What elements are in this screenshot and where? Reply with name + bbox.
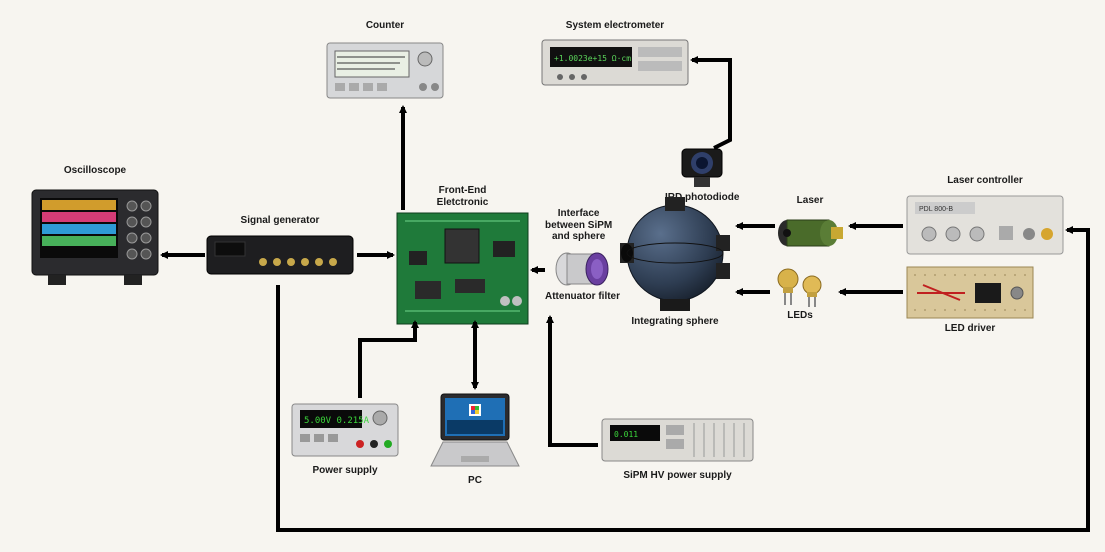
node-laser: Laser xyxy=(775,195,845,256)
img-front-end xyxy=(395,211,530,326)
img-signal-generator xyxy=(205,230,355,280)
svg-text:5.00V 0.215A: 5.00V 0.215A xyxy=(304,416,370,426)
node-led-driver: LED driver xyxy=(905,265,1035,335)
img-laser xyxy=(775,210,845,256)
img-counter xyxy=(325,35,445,105)
label-led-driver: LED driver xyxy=(945,323,996,335)
label-oscilloscope: Oscilloscope xyxy=(64,165,126,177)
svg-text:0.011: 0.011 xyxy=(614,430,638,439)
img-electrometer: +1.0023e+15 Ω·cm xyxy=(540,35,690,90)
label-counter: Counter xyxy=(366,20,404,32)
label-interface: Interface between SiPM and sphere xyxy=(545,208,612,243)
label-laser: Laser xyxy=(797,195,824,207)
img-led-driver xyxy=(905,265,1035,320)
img-power-supply: 5.00V 0.215A xyxy=(290,400,400,462)
label-attenuator: Attenuator filter xyxy=(545,291,620,303)
node-pc: PC xyxy=(425,390,525,487)
label-front-end: Front-End Eletctronic xyxy=(437,185,489,208)
label-leds: LEDs xyxy=(787,310,813,322)
arrow-electrometer-ird xyxy=(692,60,730,148)
node-signal-generator: Signal generator xyxy=(205,215,355,280)
arrow-psu-frontend xyxy=(360,322,415,398)
img-pc xyxy=(425,390,525,472)
label-power-supply: Power supply xyxy=(312,465,377,477)
label-laser-controller: Laser controller xyxy=(947,175,1023,187)
node-leds: LEDs xyxy=(770,265,830,322)
node-counter: Counter xyxy=(325,20,445,105)
node-laser-controller: Laser controller PDL 800-B xyxy=(905,175,1065,260)
node-integrating-sphere: Integrating sphere xyxy=(620,195,730,328)
img-laser-controller: PDL 800-B xyxy=(905,190,1065,260)
img-ird-photodiode xyxy=(676,145,728,189)
node-attenuator: Attenuator filter xyxy=(545,250,620,303)
node-interface-text: Interface between SiPM and sphere xyxy=(545,208,612,243)
arrow-sipmhv-frontend xyxy=(550,317,598,445)
img-oscilloscope xyxy=(30,180,160,290)
svg-text:+1.0023e+15 Ω·cm: +1.0023e+15 Ω·cm xyxy=(554,54,631,63)
img-sipm-hv: 0.011 xyxy=(600,415,755,467)
img-integrating-sphere xyxy=(620,195,730,313)
node-oscilloscope: Oscilloscope xyxy=(30,165,160,290)
label-integrating-sphere: Integrating sphere xyxy=(631,316,718,328)
svg-text:PDL 800-B: PDL 800-B xyxy=(919,206,953,213)
node-electrometer: System electrometer +1.0023e+15 Ω·cm xyxy=(540,20,690,90)
node-sipm-hv: 0.011 SiPM HV power supply xyxy=(600,415,755,482)
node-power-supply: 5.00V 0.215A Power supply xyxy=(290,400,400,477)
label-signal-generator: Signal generator xyxy=(241,215,320,227)
label-sipm-hv: SiPM HV power supply xyxy=(623,470,731,482)
img-attenuator xyxy=(553,250,613,288)
label-electrometer: System electrometer xyxy=(566,20,664,32)
img-leds xyxy=(770,265,830,307)
node-front-end: Front-End Eletctronic xyxy=(395,185,530,326)
label-pc: PC xyxy=(468,475,482,487)
